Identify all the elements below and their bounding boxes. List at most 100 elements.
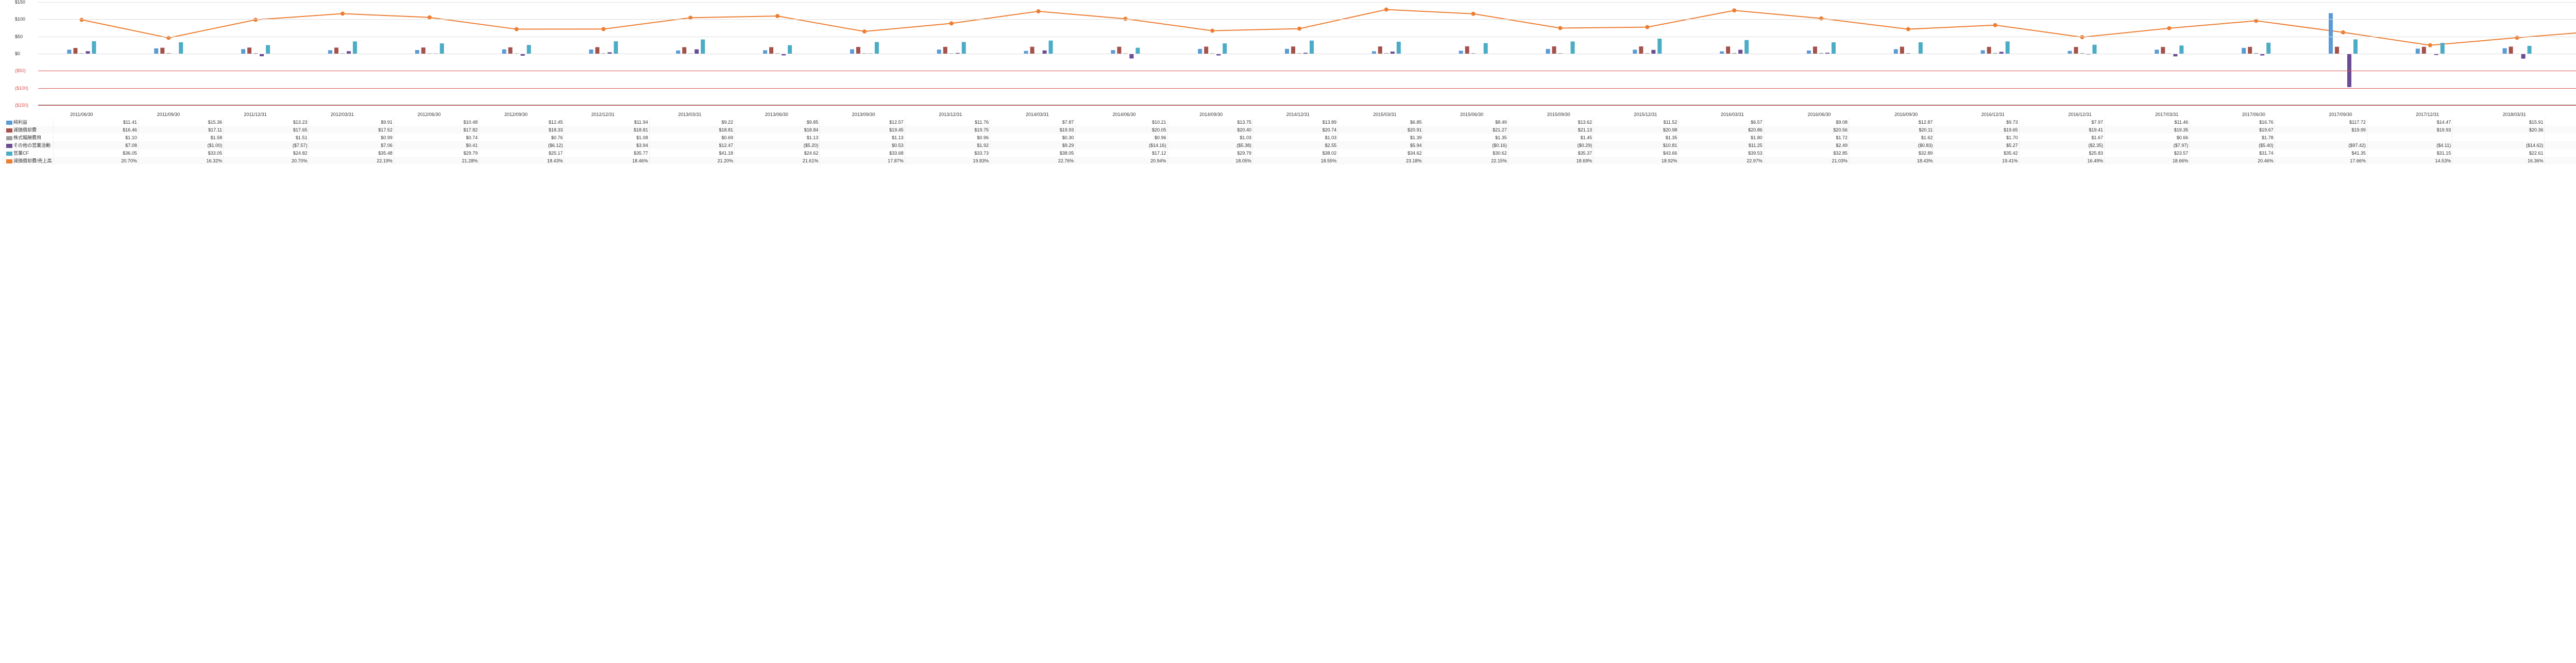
data-cell: $9.29 — [990, 141, 1075, 149]
data-cell: $1.35 — [1594, 134, 1679, 141]
data-cell: $35.37 — [1508, 149, 1593, 157]
table-row: 純利益$11.41$15.36$13.23$9.91$10.48$12.45$1… — [2, 118, 2576, 126]
x-tick: 2018/03/31 — [2471, 111, 2558, 117]
data-cell: 20.46% — [2190, 157, 2275, 164]
bar-net_income — [589, 49, 593, 54]
data-cell: $39.53 — [1679, 149, 1764, 157]
data-cell: $19.93 — [2367, 126, 2452, 134]
legend-swatch — [6, 152, 12, 156]
data-cell — [2275, 134, 2367, 141]
data-cell: 21.61% — [735, 157, 820, 164]
bar-dep — [2422, 47, 2426, 54]
table-row: 株式報酬費用$1.10$1.58$1.51$0.99$0.74$0.76$1.0… — [2, 134, 2576, 141]
bar-dep — [1030, 47, 1035, 54]
data-cell: 22.97% — [1679, 157, 1764, 164]
data-cell: $0.74 — [394, 134, 479, 141]
bar-op_cf — [527, 45, 531, 54]
y-left-tick: $150 — [15, 0, 25, 5]
bar-dep — [2074, 47, 2078, 54]
data-cell: $1.45 — [1508, 134, 1593, 141]
bar-dep — [334, 47, 338, 54]
data-cell: $24.62 — [735, 149, 820, 157]
data-cell: 20.94% — [1075, 157, 1167, 164]
data-cell — [2452, 134, 2545, 141]
data-cell: $19.93 — [990, 126, 1075, 134]
data-cell: $12.47 — [649, 141, 734, 149]
data-cell: ($14.62) — [2452, 141, 2545, 149]
marker-dep_ratio — [1906, 27, 1910, 31]
data-cell: $5.27 — [1934, 141, 2019, 149]
bar-op_cf — [1571, 41, 1575, 54]
data-cell: 18.05% — [1167, 157, 1252, 164]
data-cell: $21.27 — [1423, 126, 1508, 134]
table-row: 営業CF$36.05$33.05$24.82$35.48$29.79$25.17… — [2, 149, 2576, 157]
data-cell: $0.96 — [1075, 134, 1167, 141]
bar-dep — [1465, 46, 1469, 54]
data-cell: 21.28% — [394, 157, 479, 164]
data-cell: $23.57 — [2104, 149, 2189, 157]
data-cell: 14.53% — [2367, 157, 2452, 164]
bar-op_cf — [1397, 42, 1401, 54]
legend-swatch — [6, 144, 12, 148]
marker-dep_ratio — [1210, 29, 1214, 33]
bar-net_income — [1198, 49, 1202, 54]
bar-op_cf — [1136, 48, 1140, 54]
series-label: 減価償却費/売上高 — [2, 157, 53, 164]
marker-dep_ratio — [1819, 16, 1823, 21]
bar-net_income — [1633, 49, 1637, 54]
data-cell: $12.57 — [820, 118, 905, 126]
data-cell: $19.67 — [2190, 126, 2275, 134]
data-cell: $25.83 — [2019, 149, 2104, 157]
data-cell — [2545, 134, 2576, 141]
data-cell: ($0.83) — [1849, 141, 1934, 149]
x-axis-labels: 2011/06/302011/09/302011/12/312012/03/31… — [38, 111, 2576, 117]
bar-op_cf — [2179, 45, 2183, 54]
data-cell: $20.86 — [1679, 126, 1764, 134]
bar-op_cf — [1832, 42, 1836, 54]
data-cell: $1.62 — [1849, 134, 1934, 141]
data-cell: 16.36% — [2452, 157, 2545, 164]
bar-op_cf — [266, 45, 270, 54]
data-cell: $0.69 — [649, 134, 734, 141]
bar-op_cf — [1310, 41, 1314, 54]
marker-dep_ratio — [1993, 23, 1997, 27]
data-cell: 18.43% — [1849, 157, 1934, 164]
bar-net_income — [763, 50, 767, 54]
data-cell: $35.48 — [309, 149, 394, 157]
data-cell: $38.02 — [1252, 149, 1337, 157]
marker-dep_ratio — [1037, 9, 1041, 13]
bar-dep — [943, 47, 947, 54]
bar-dep — [1552, 46, 1556, 54]
data-cell: $18.33 — [479, 126, 564, 134]
data-cell: $33.05 — [138, 149, 223, 157]
data-cell: $1.10 — [53, 134, 138, 141]
marker-dep_ratio — [1297, 27, 1301, 31]
data-cell: $0.66 — [2104, 134, 2189, 141]
data-cell: $10.48 — [394, 118, 479, 126]
data-cell: $0.53 — [820, 141, 905, 149]
data-cell: $7.97 — [2019, 118, 2104, 126]
data-cell: $32.85 — [1764, 149, 1849, 157]
data-cell: $1.80 — [1679, 134, 1764, 141]
data-cell: $17.11 — [138, 126, 223, 134]
data-cell: $1.39 — [1338, 134, 1423, 141]
bar-dep — [2335, 47, 2339, 54]
data-cell: 23.18% — [1338, 157, 1423, 164]
data-cell: $19.35 — [2104, 126, 2189, 134]
series-label: 減価償却費 — [2, 126, 53, 134]
data-cell: $7.87 — [990, 118, 1075, 126]
x-tick: 2012/06/30 — [386, 111, 473, 117]
data-cell: ($4.11) — [2367, 141, 2452, 149]
bar-dep — [2161, 47, 2165, 54]
data-cell: ($1.00) — [138, 141, 223, 149]
bar-dep — [421, 47, 426, 54]
x-tick: 2012/09/30 — [472, 111, 560, 117]
bar-dep — [1639, 46, 1643, 54]
bar-net_income — [1285, 49, 1289, 54]
data-cell: $0.99 — [309, 134, 394, 141]
bar-net_income — [154, 48, 158, 54]
data-cell: $14.47 — [2367, 118, 2452, 126]
bar-net_income — [1894, 49, 1898, 54]
x-tick: 2015/12/31 — [1602, 111, 1689, 117]
data-cell: 20.70% — [53, 157, 138, 164]
